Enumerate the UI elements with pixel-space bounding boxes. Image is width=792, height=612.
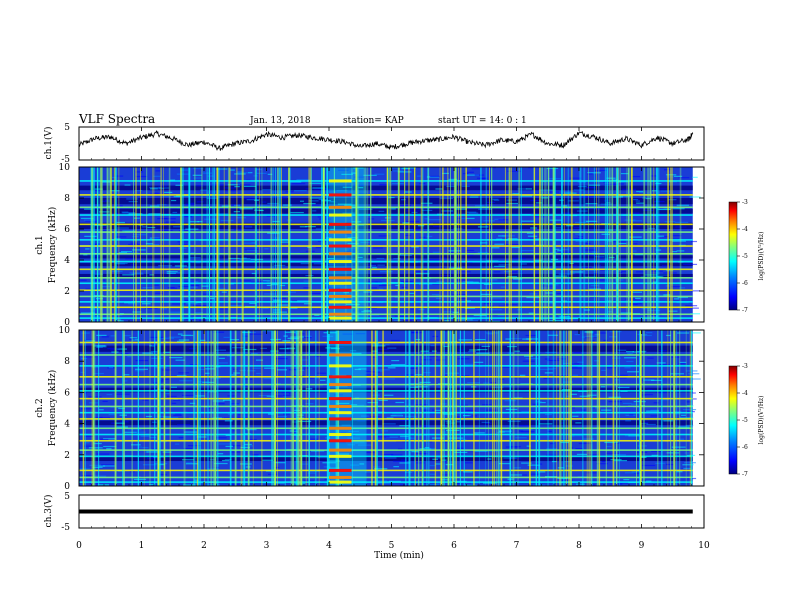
xtick-label: 7 [514,541,520,551]
ch1-colorbar [728,201,738,311]
xtick-label: 6 [451,541,457,551]
colorbar-tick-label: -7 [742,471,748,478]
spec-ytick-label: 6 [64,225,70,235]
ch2-colorbar-label: log(PSD)(V²/Hz) [758,396,765,445]
ch1-ylabel: ch.1(V) [43,127,54,160]
xtick-label: 5 [389,541,395,551]
spec-ytick-label: 0 [64,318,70,328]
spec-ytick-label: 4 [64,420,70,430]
ch1-spec-ylabel: ch.1 [35,235,45,254]
spec-ytick-label: 8 [64,357,70,367]
ch2-spectrogram-image [79,330,701,486]
spec-ytick-label: 6 [64,388,70,398]
spec-ytick-label: 10 [59,163,71,173]
figure-title: VLF Spectra [78,112,155,126]
colorbar-tick-label: -4 [742,226,748,233]
xtick-label: 4 [326,541,332,551]
ch1-spec-ylabel-freq: Frequency (kHz) [47,207,58,284]
xtick-label: 1 [139,541,145,551]
ch3-waveform-panel: 5 -5 ch.3(V) [43,492,705,533]
xtick-label: 2 [201,541,207,551]
colorbar-tick-label: -3 [742,199,748,206]
spec-ytick-label: 2 [64,287,70,297]
colorbar-tick-label: -4 [742,390,748,397]
header-station: station= KAP [343,116,404,126]
ch1-ytick-bottom: -5 [61,155,70,165]
ch3-ylabel: ch.3(V) [43,495,54,528]
colorbar-tick-label: -5 [742,253,748,260]
colorbar-tick-label: -7 [742,307,748,314]
time-axis: 0 1 2 3 4 5 6 7 8 9 10 [76,127,710,551]
xtick-label: 8 [576,541,582,551]
header-start-time: start UT = 14: 0 : 1 [438,116,527,126]
header-date: Jan. 13, 2018 [249,116,311,126]
spec-ytick-label: 2 [64,451,70,461]
colorbar-tick-label: -6 [742,280,748,287]
ch2-colorbar [728,365,738,475]
colorbar-tick-label: -6 [742,444,748,451]
ch2-spec-ylabel: ch.2 [35,398,45,417]
ch1-colorbar-label: log(PSD)(V²/Hz) [758,232,765,281]
xtick-label: 9 [639,541,645,551]
spec-ytick-label: 4 [64,256,70,266]
spec-ytick-label: 8 [64,194,70,204]
colorbar-tick-label: -3 [742,363,748,370]
ch3-ytick-bottom: -5 [61,523,70,533]
ch1-waveform-frame [78,126,705,161]
xtick-label: 3 [264,541,270,551]
spec-ytick-label: 0 [64,482,70,492]
xtick-label: 0 [76,541,82,551]
ch1-waveform-line [78,130,694,151]
ch1-spectrogram-image [79,167,701,322]
xtick-label: 10 [698,541,710,551]
ch1-waveform-panel: 5 -5 ch.1(V) [43,123,705,165]
ch2-spec-ylabel-freq: Frequency (kHz) [47,370,58,447]
colorbar-tick-label: -5 [742,417,748,424]
ch1-ytick-top: 5 [64,123,70,133]
ch3-ytick-top: 5 [64,492,70,502]
xaxis-label: Time (min) [374,550,424,561]
spec-ytick-label: 10 [59,326,71,336]
